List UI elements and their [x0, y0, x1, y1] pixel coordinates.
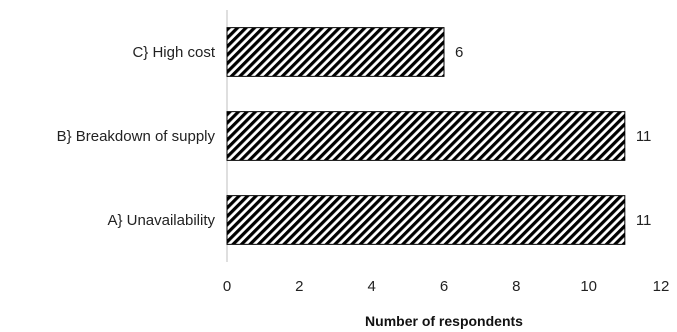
- x-tick-label-6: 6: [440, 278, 448, 295]
- x-tick-label-4: 4: [367, 278, 375, 295]
- bar-2: [226, 111, 626, 161]
- data-label-3: 6: [455, 44, 463, 61]
- x-tick-label-12: 12: [653, 278, 670, 295]
- x-tick-label-2: 2: [295, 278, 303, 295]
- category-label-2: B} Breakdown of supply: [57, 128, 216, 145]
- x-tick-label-8: 8: [512, 278, 520, 295]
- category-label-3: C} High cost: [132, 44, 215, 61]
- x-tick-label-0: 0: [223, 278, 231, 295]
- bar-3: [226, 27, 445, 77]
- category-label-1: A} Unavailability: [107, 212, 215, 229]
- bar-1: [226, 195, 626, 245]
- x-axis-title: Number of respondents: [365, 313, 523, 329]
- data-label-1: 11: [636, 212, 652, 229]
- data-label-2: 11: [636, 128, 652, 145]
- x-tick-label-10: 10: [580, 278, 597, 295]
